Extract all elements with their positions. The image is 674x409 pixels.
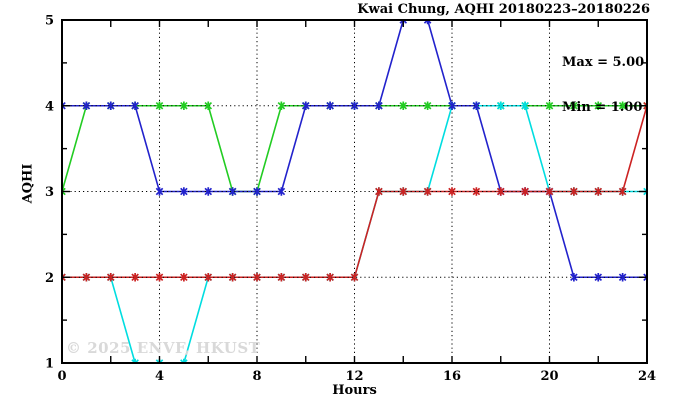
y-tick-label: 4: [45, 99, 54, 114]
x-tick-label: 0: [57, 369, 66, 384]
x-tick-label: 4: [155, 369, 164, 384]
y-tick-label: 2: [45, 271, 54, 286]
min-value-label: Min = 1.00: [562, 100, 643, 115]
x-tick-labels: 0 4 8 12 16 20 24: [57, 369, 656, 384]
x-tick-label: 20: [540, 369, 558, 384]
x-tick-label: 8: [252, 369, 261, 384]
y-tick-label: 5: [45, 14, 54, 29]
x-axis-label: Hours: [332, 383, 377, 398]
x-tick-label: 16: [443, 369, 461, 384]
max-value-label: Max = 5.00: [562, 55, 645, 70]
axis-ticks: [62, 20, 647, 363]
y-tick-labels: 1 2 3 4 5: [45, 14, 54, 372]
x-tick-label: 12: [345, 369, 363, 384]
y-tick-label: 1: [45, 357, 54, 372]
y-axis-label: AQHI: [20, 163, 36, 204]
chart-title: Kwai Chung, AQHI 20180223–20180226: [357, 2, 650, 17]
max-min-annotation: Max = 5.00 Min = 1.00: [562, 25, 644, 145]
x-tick-label: 24: [638, 369, 656, 384]
green-line: [61, 104, 647, 193]
watermark: © 2025 ENVF, HKUST: [66, 339, 261, 357]
y-tick-label: 3: [45, 185, 54, 200]
